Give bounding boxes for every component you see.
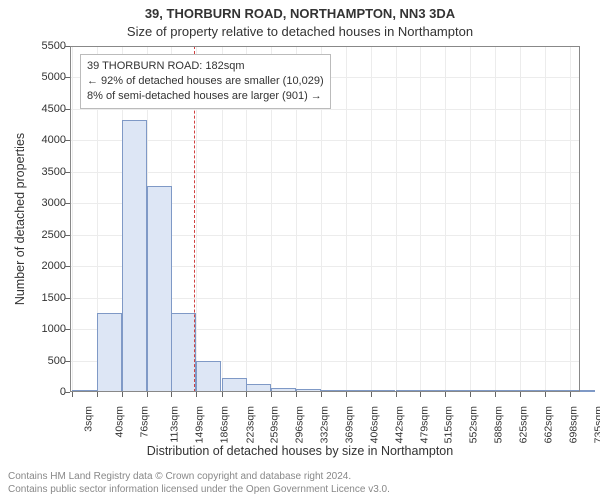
x-tick-label: 588sqm	[492, 406, 504, 443]
annotation-line-1: 39 THORBURN ROAD: 182sqm	[87, 59, 324, 74]
footer-line-1: Contains HM Land Registry data © Crown c…	[8, 470, 390, 483]
x-tick-label: 625sqm	[517, 406, 529, 443]
x-tick-mark	[445, 392, 446, 397]
y-tick-label: 5000	[16, 71, 66, 83]
x-tick-mark	[246, 392, 247, 397]
y-tick-label: 1000	[16, 323, 66, 335]
y-tick-mark	[65, 298, 70, 299]
x-tick-label: 149sqm	[194, 406, 206, 443]
x-tick-mark	[545, 392, 546, 397]
y-tick-label: 5500	[16, 40, 66, 52]
x-tick-mark	[396, 392, 397, 397]
y-tick-mark	[65, 266, 70, 267]
y-tick-label: 4000	[16, 134, 66, 146]
x-tick-label: 3sqm	[83, 406, 95, 432]
y-tick-mark	[65, 235, 70, 236]
y-axis-label: Number of detached properties	[13, 129, 27, 309]
y-tick-mark	[65, 109, 70, 110]
x-tick-mark	[346, 392, 347, 397]
x-tick-label: 735sqm	[592, 406, 600, 443]
x-tick-label: 113sqm	[168, 406, 180, 443]
y-tick-mark	[65, 172, 70, 173]
x-tick-label: 223sqm	[244, 406, 256, 443]
plot-area: 39 THORBURN ROAD: 182sqm ← 92% of detach…	[70, 46, 580, 392]
annotation-box: 39 THORBURN ROAD: 182sqm ← 92% of detach…	[80, 54, 331, 109]
x-tick-mark	[222, 392, 223, 397]
x-tick-label: 296sqm	[294, 406, 306, 443]
y-tick-label: 500	[16, 355, 66, 367]
y-tick-label: 4500	[16, 103, 66, 115]
y-tick-label: 0	[16, 386, 66, 398]
x-tick-mark	[495, 392, 496, 397]
y-tick-mark	[65, 361, 70, 362]
chart-title: 39, THORBURN ROAD, NORTHAMPTON, NN3 3DA	[0, 0, 600, 22]
x-tick-mark	[420, 392, 421, 397]
chart-subtitle: Size of property relative to detached ho…	[0, 22, 600, 40]
y-tick-label: 3500	[16, 166, 66, 178]
x-tick-mark	[72, 392, 73, 397]
y-tick-mark	[65, 203, 70, 204]
x-tick-mark	[271, 392, 272, 397]
y-tick-label: 2500	[16, 229, 66, 241]
x-tick-label: 186sqm	[219, 406, 231, 443]
x-tick-mark	[520, 392, 521, 397]
chart-container: 39, THORBURN ROAD, NORTHAMPTON, NN3 3DA …	[0, 0, 600, 500]
x-tick-label: 662sqm	[543, 406, 555, 443]
x-tick-mark	[97, 392, 98, 397]
x-tick-label: 40sqm	[114, 406, 126, 438]
x-tick-mark	[147, 392, 148, 397]
y-tick-mark	[65, 77, 70, 78]
y-tick-label: 1500	[16, 292, 66, 304]
y-tick-label: 2000	[16, 260, 66, 272]
x-tick-label: 698sqm	[567, 406, 579, 443]
x-tick-label: 369sqm	[343, 406, 355, 443]
x-tick-mark	[122, 392, 123, 397]
annotation-line-3: 8% of semi-detached houses are larger (9…	[87, 89, 324, 104]
x-tick-mark	[296, 392, 297, 397]
x-tick-label: 332sqm	[318, 406, 330, 443]
footer-line-2: Contains public sector information licen…	[8, 483, 390, 496]
x-tick-label: 552sqm	[468, 406, 480, 443]
y-tick-label: 3000	[16, 197, 66, 209]
x-tick-mark	[321, 392, 322, 397]
x-tick-label: 442sqm	[393, 406, 405, 443]
y-tick-mark	[65, 46, 70, 47]
x-tick-mark	[171, 392, 172, 397]
x-tick-mark	[470, 392, 471, 397]
footer-attribution: Contains HM Land Registry data © Crown c…	[8, 470, 390, 496]
x-tick-mark	[570, 392, 571, 397]
x-tick-label: 76sqm	[138, 406, 150, 438]
annotation-line-2: ← 92% of detached houses are smaller (10…	[87, 74, 324, 89]
x-axis-label: Distribution of detached houses by size …	[0, 444, 600, 458]
x-tick-label: 259sqm	[268, 406, 280, 443]
x-tick-label: 479sqm	[418, 406, 430, 443]
y-tick-mark	[65, 140, 70, 141]
x-tick-label: 406sqm	[368, 406, 380, 443]
x-tick-mark	[371, 392, 372, 397]
y-tick-mark	[65, 329, 70, 330]
x-tick-mark	[196, 392, 197, 397]
x-tick-label: 515sqm	[443, 406, 455, 443]
y-tick-mark	[65, 392, 70, 393]
